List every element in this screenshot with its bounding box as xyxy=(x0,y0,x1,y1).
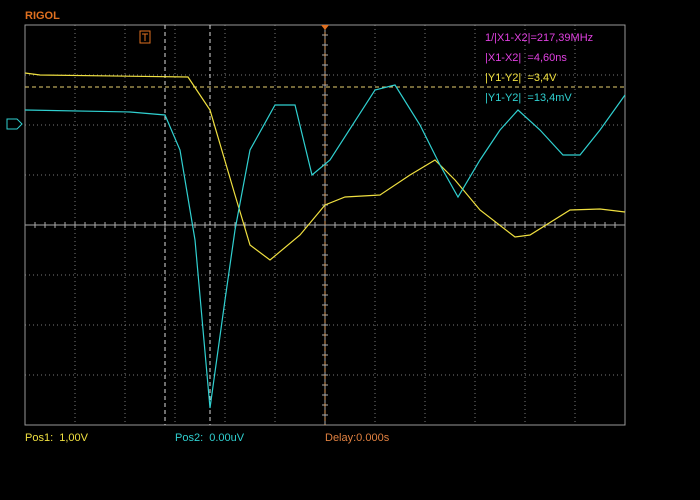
measurement: |Y1-Y2| =13,4mV xyxy=(485,92,572,104)
trigger-t-marker xyxy=(139,30,151,44)
channel1-trace xyxy=(24,72,626,261)
trigger-marker xyxy=(321,25,329,30)
brand: RIGOL xyxy=(25,10,60,22)
channel2-trace xyxy=(24,84,626,409)
trigger-t-glyph xyxy=(142,33,148,41)
pos2: Pos2: 0.00uV xyxy=(175,432,245,444)
measurement: |X1-X2| =4,60ns xyxy=(485,52,567,64)
measurement: |Y1-Y2| =3,4V xyxy=(485,72,557,84)
channel-marker xyxy=(6,118,23,130)
pos1: Pos1: 1,00V xyxy=(25,432,89,444)
delay: Delay:0.000s xyxy=(325,432,390,444)
measurement: 1/|X1-X2|=217,39MHz xyxy=(485,32,593,44)
